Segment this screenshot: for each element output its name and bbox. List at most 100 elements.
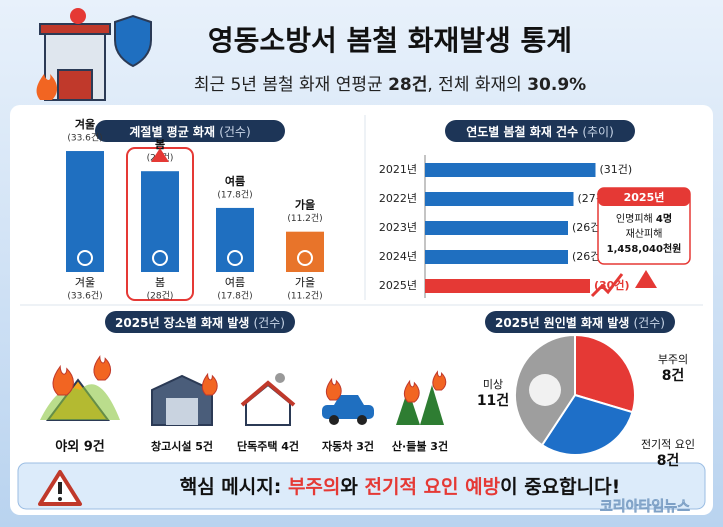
category-label: 2022년 — [379, 192, 417, 205]
pie-label: 전기적 요인 — [641, 438, 695, 451]
place-label: 창고시설 5건 — [151, 439, 213, 453]
warning-icon — [151, 148, 169, 162]
subtitle-part: 28건 — [388, 75, 427, 95]
callout-part: 4명 — [656, 212, 672, 225]
smoke-icon — [275, 373, 285, 383]
category-label: 2023년 — [379, 221, 417, 234]
pie-slice — [574, 333, 636, 414]
section-pill — [445, 120, 635, 142]
bar — [425, 163, 596, 177]
bar — [425, 250, 568, 264]
flame-icon — [93, 355, 112, 381]
category-label: 여름 — [225, 276, 245, 289]
subtitle-part: , 전체 화재의 — [427, 75, 527, 95]
bar — [141, 171, 179, 272]
value-label: (33.6건) — [67, 291, 102, 302]
section-title: 2025년 원인별 화재 발생 (건수) — [495, 315, 665, 330]
bar — [425, 221, 568, 235]
flame-icon — [325, 377, 342, 401]
value-label: (17.8건) — [217, 291, 252, 302]
category-label: 겨울 — [75, 276, 95, 289]
value-label: (28건) — [147, 291, 174, 302]
pie-slice — [540, 393, 634, 456]
bar — [66, 151, 104, 272]
section-title-text: 2025년 장소별 화재 발생 — [115, 315, 249, 330]
callout-line: 재산피해 — [626, 227, 663, 240]
callout-header — [598, 188, 690, 206]
footer-part: 와 — [340, 476, 364, 498]
place-label: 산·들불 3건 — [392, 439, 448, 453]
place-label: 단독주택 4건 — [237, 439, 299, 453]
category-label: 겨울 — [75, 117, 95, 131]
warning-icon — [58, 497, 62, 501]
category-label: 가을 — [295, 276, 315, 289]
warning-icon — [635, 270, 657, 288]
pie-value: 8건 — [662, 367, 685, 384]
door-icon — [166, 398, 198, 425]
value-label: (26건) — [572, 221, 605, 234]
callout-part: 인명피해 — [616, 212, 656, 225]
value-label: (11.2건) — [287, 213, 322, 224]
footer-part: 이 중요합니다! — [500, 476, 620, 498]
value-label: (31건) — [600, 163, 633, 176]
title: 영동소방서 봄철 화재발생 통계 — [208, 24, 572, 57]
section-unit: (건수) — [254, 316, 285, 330]
bar-icon — [227, 250, 243, 266]
section-unit: (건수) — [634, 316, 665, 330]
car-icon — [322, 405, 374, 419]
flame-icon — [201, 372, 218, 396]
flame-icon — [432, 370, 447, 391]
footer-part: 전기적 요인 예방 — [365, 476, 501, 498]
section-unit: (추이) — [582, 125, 613, 139]
section-pill — [485, 311, 675, 333]
section-pill — [95, 120, 285, 142]
footer-box — [17, 462, 706, 510]
bar — [425, 192, 574, 206]
pie-label: 미상 — [483, 378, 503, 391]
car-top-icon — [334, 395, 364, 405]
category-label: 봄 — [155, 137, 165, 151]
value-label: (11.2건) — [287, 291, 322, 302]
pie-value: 8건 — [657, 452, 680, 469]
section-unit: (건수) — [219, 125, 250, 139]
callout-title: 2025년 — [624, 190, 665, 204]
category-label: 여름 — [225, 174, 245, 188]
question-icon — [529, 374, 561, 406]
place-label: 야외 9건 — [55, 439, 104, 455]
callout-line: 1,458,040천원 — [607, 242, 682, 255]
callout-line: 인명피해 4명 — [616, 212, 672, 225]
category-label: 봄 — [155, 276, 165, 289]
section-title: 2025년 장소별 화재 발생 (건수) — [115, 315, 285, 330]
category-label: 2021년 — [379, 163, 417, 176]
watermark: 코리아타임뉴스 — [600, 498, 690, 515]
subtitle-part: 최근 5년 봄철 화재 연평균 — [194, 75, 388, 95]
callout-part: 1,458,040천원 — [607, 242, 682, 255]
subtitle: 최근 5년 봄철 화재 연평균 28건, 전체 화재의 30.9% — [194, 75, 586, 95]
section-title: 연도별 봄철 화재 건수 (추이) — [466, 124, 614, 139]
wheel-icon — [357, 415, 367, 425]
warning-icon — [58, 482, 62, 494]
trend-arrow — [590, 273, 624, 298]
bar-icon — [77, 250, 93, 266]
roof-icon — [240, 380, 296, 407]
section-title: 계절별 평균 화재 (건수) — [129, 124, 250, 139]
station-icon — [36, 8, 152, 101]
bar — [216, 207, 254, 272]
footer-part: 핵심 메시지: — [180, 476, 288, 498]
value-label: (33.6건) — [67, 133, 102, 144]
flame-icon — [52, 364, 74, 396]
pie-label: 부주의 — [658, 353, 688, 366]
category-label: 2024년 — [379, 250, 417, 263]
callout-part: 재산피해 — [626, 227, 663, 240]
value-label: (17.8건) — [217, 189, 252, 200]
footer-message: 핵심 메시지: 부주의와 전기적 요인 예방이 중요합니다! — [180, 476, 621, 498]
footer-part: 부주의 — [288, 476, 340, 498]
section-title-text: 연도별 봄철 화재 건수 — [466, 124, 578, 139]
section-title-text: 계절별 평균 화재 — [129, 124, 215, 139]
value-label: (26건) — [572, 250, 605, 263]
category-label: 2025년 — [379, 279, 417, 292]
bar — [425, 279, 590, 293]
place-label: 자동차 3건 — [322, 439, 374, 453]
